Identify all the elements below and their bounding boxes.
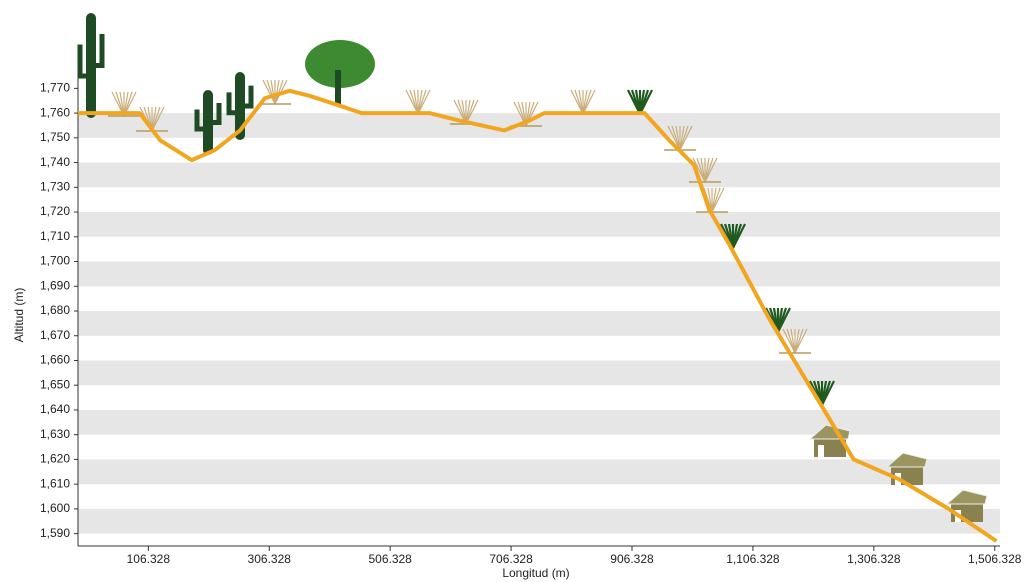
y-tick-label: 1,760	[40, 105, 70, 119]
y-tick-label: 1,740	[40, 155, 70, 169]
y-tick-label: 1,680	[40, 303, 70, 317]
y-tick-label: 1,620	[40, 452, 70, 466]
y-tick-label: 1,630	[40, 427, 70, 441]
house-door	[818, 445, 824, 457]
cactus-arm	[194, 103, 222, 132]
grid-band	[78, 212, 1000, 237]
house-roof	[945, 489, 988, 505]
profile-line	[78, 88, 998, 543]
y-tick-label: 1,640	[40, 402, 70, 416]
grass-icon	[732, 223, 746, 249]
y-tick-label: 1,670	[40, 328, 70, 342]
grid-band	[78, 459, 1000, 485]
tree-trunk	[335, 70, 341, 104]
tree-icon	[305, 40, 375, 88]
x-axis-label: Longitud (m)	[502, 566, 569, 580]
grass-icon	[679, 125, 693, 151]
y-tick-label: 1,700	[40, 254, 70, 268]
y-tick-label: 1,730	[40, 179, 70, 193]
grass-icon	[794, 328, 808, 354]
grass-icon	[821, 380, 835, 406]
y-tick-label: 1,720	[40, 204, 70, 218]
x-tick-label: 1,106.328	[726, 552, 780, 566]
grid-band	[78, 409, 1000, 435]
cactus-icon	[86, 13, 96, 118]
x-tick-label: 106.328	[127, 552, 171, 566]
grid-band	[78, 360, 1000, 386]
grass-icon	[777, 307, 791, 333]
y-tick-label: 1,750	[40, 130, 70, 144]
cactus-icon	[235, 72, 245, 140]
y-tick-label: 1,660	[40, 353, 70, 367]
grid-band	[78, 162, 1000, 188]
y-tick-label: 1,710	[40, 229, 70, 243]
x-tick-label: 906.328	[610, 552, 654, 566]
house-roof	[885, 452, 928, 468]
grid-band	[78, 508, 1000, 534]
y-axis-label: Altitud (m)	[12, 288, 26, 343]
cactus-arm	[226, 85, 254, 116]
x-tick-label: 1,306.328	[847, 552, 901, 566]
cactus-arm	[77, 34, 105, 79]
y-tick-label: 1,650	[40, 377, 70, 391]
y-tick-label: 1,600	[40, 501, 70, 515]
y-tick-label: 1,610	[40, 476, 70, 490]
y-tick-label: 1,770	[40, 81, 70, 95]
y-tick-label: 1,690	[40, 278, 70, 292]
y-tick-label: 1,590	[40, 526, 70, 540]
grass-icon	[704, 157, 718, 183]
x-tick-label: 306.328	[248, 552, 292, 566]
x-tick-label: 1,506.328	[968, 552, 1022, 566]
x-tick-label: 506.328	[368, 552, 412, 566]
x-tick-label: 706.328	[489, 552, 533, 566]
grass-icon	[711, 187, 725, 213]
cactus-icon	[203, 90, 213, 155]
grid-band	[78, 261, 1000, 287]
grass-icon	[525, 101, 539, 127]
grid-band	[78, 311, 1000, 336]
